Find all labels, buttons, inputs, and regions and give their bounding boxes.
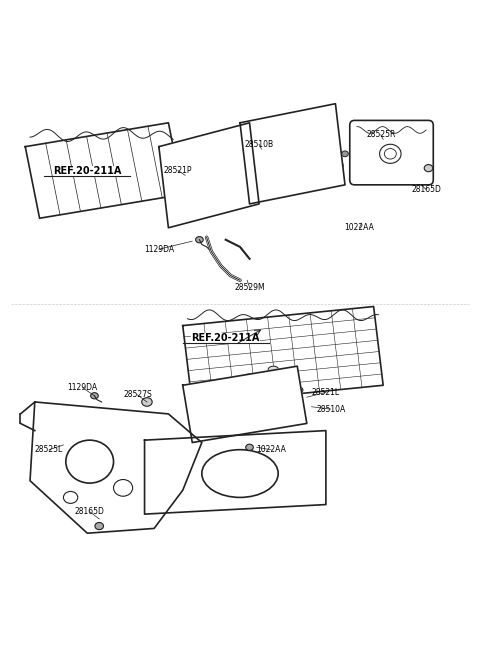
Text: 1129DA: 1129DA — [144, 245, 174, 254]
Text: 1022AA: 1022AA — [344, 223, 374, 232]
Text: 28510A: 28510A — [316, 405, 345, 414]
Ellipse shape — [173, 153, 183, 159]
Text: 1022AA: 1022AA — [256, 445, 286, 454]
Ellipse shape — [192, 394, 198, 400]
Polygon shape — [25, 123, 183, 218]
Ellipse shape — [197, 389, 207, 396]
Ellipse shape — [244, 374, 255, 380]
Polygon shape — [240, 104, 345, 204]
Text: 28525R: 28525R — [366, 131, 396, 139]
Ellipse shape — [263, 155, 270, 161]
Ellipse shape — [244, 407, 255, 414]
Ellipse shape — [142, 398, 152, 406]
Ellipse shape — [220, 415, 231, 421]
Ellipse shape — [91, 393, 98, 399]
Ellipse shape — [95, 522, 104, 529]
Polygon shape — [144, 430, 326, 514]
Text: REF.20-211A: REF.20-211A — [53, 165, 121, 176]
Ellipse shape — [424, 165, 433, 172]
Ellipse shape — [197, 422, 207, 429]
Text: 28165D: 28165D — [411, 185, 441, 194]
Ellipse shape — [192, 143, 202, 150]
Text: 1129DA: 1129DA — [68, 383, 97, 392]
Ellipse shape — [178, 191, 188, 197]
Ellipse shape — [235, 172, 245, 178]
FancyBboxPatch shape — [350, 121, 433, 185]
Ellipse shape — [216, 176, 226, 184]
Ellipse shape — [246, 444, 253, 451]
Ellipse shape — [342, 151, 348, 157]
Ellipse shape — [296, 387, 303, 393]
Ellipse shape — [268, 366, 279, 373]
Ellipse shape — [208, 388, 215, 394]
Polygon shape — [183, 366, 307, 443]
Ellipse shape — [253, 161, 260, 166]
Polygon shape — [30, 402, 202, 533]
Text: 28521L: 28521L — [312, 388, 340, 397]
Polygon shape — [183, 306, 383, 404]
Text: REF.20-211A: REF.20-211A — [192, 333, 260, 342]
Ellipse shape — [220, 381, 231, 388]
Text: 28525L: 28525L — [35, 445, 63, 454]
Ellipse shape — [230, 129, 240, 136]
Polygon shape — [159, 123, 259, 228]
Ellipse shape — [284, 382, 291, 388]
Ellipse shape — [197, 182, 207, 188]
Text: 28521P: 28521P — [164, 166, 192, 175]
Text: 28527S: 28527S — [123, 390, 152, 400]
Ellipse shape — [196, 237, 203, 243]
Text: 28529M: 28529M — [234, 283, 265, 292]
Ellipse shape — [211, 138, 221, 145]
Text: 28510B: 28510B — [244, 140, 274, 149]
Ellipse shape — [202, 450, 278, 497]
Text: 28165D: 28165D — [75, 507, 105, 516]
Ellipse shape — [268, 400, 279, 407]
Ellipse shape — [337, 163, 344, 169]
